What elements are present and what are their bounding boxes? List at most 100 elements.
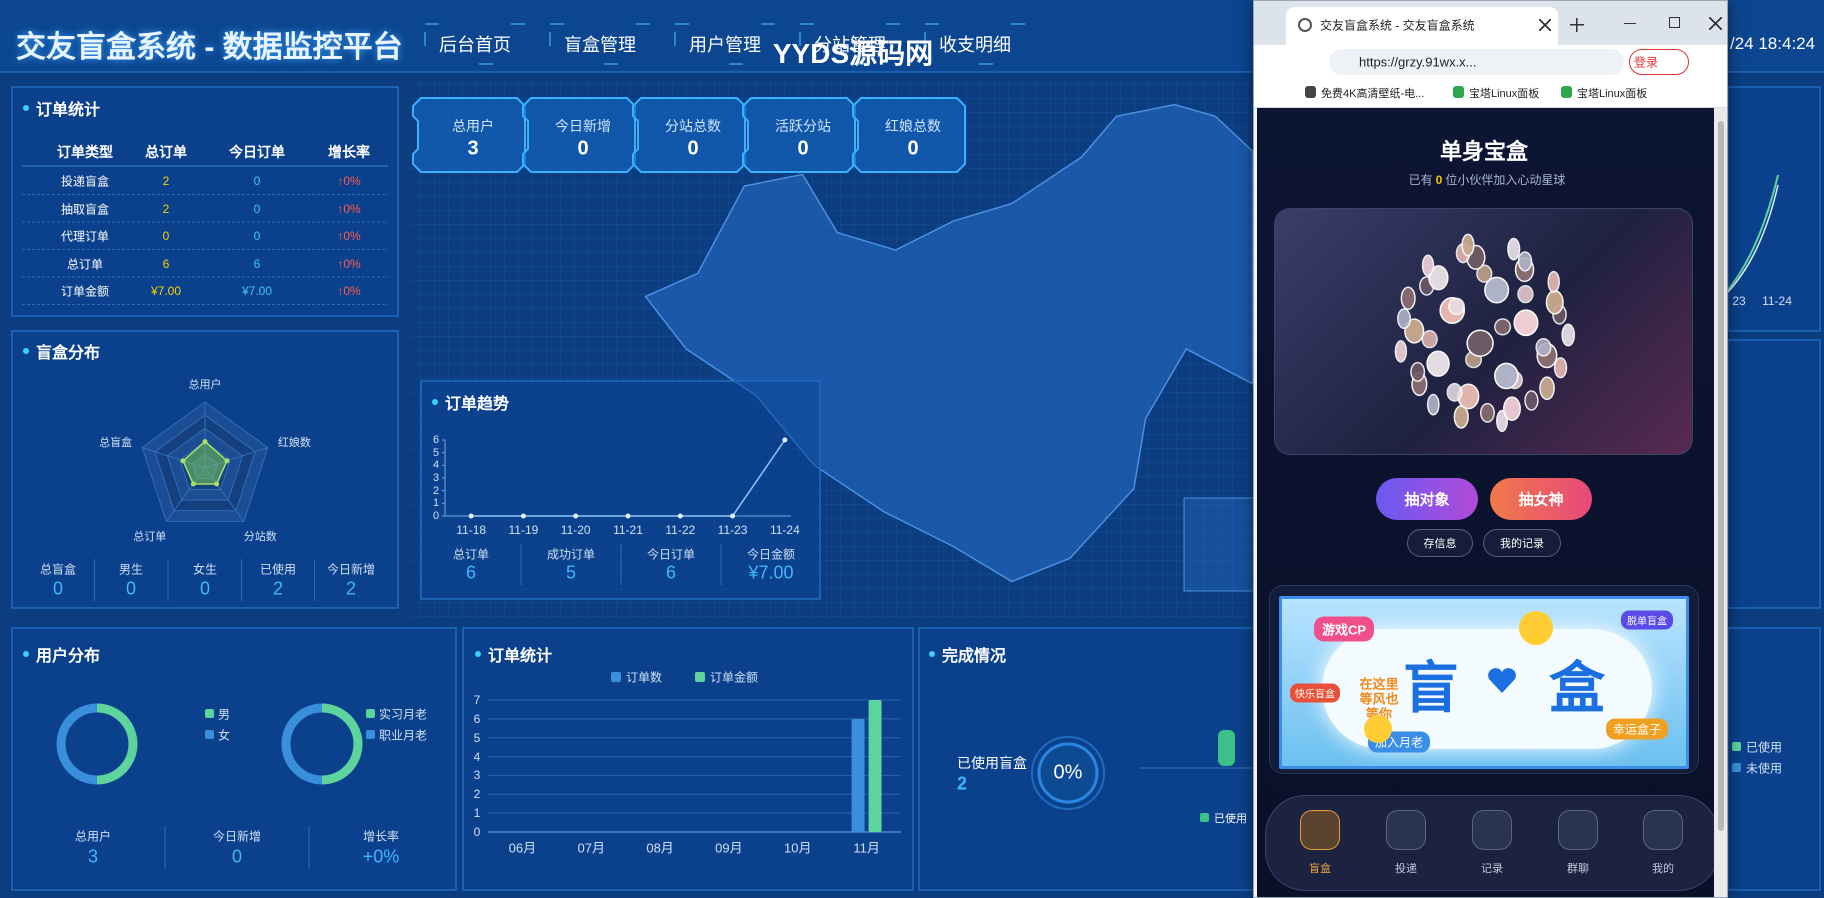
window-close[interactable]	[1709, 17, 1722, 30]
tab[interactable]	[1286, 7, 1558, 45]
avatar	[1513, 309, 1539, 337]
completion-value: 2	[957, 773, 968, 794]
avatar	[1397, 308, 1412, 330]
heart-shape	[1488, 668, 1516, 693]
url-box[interactable]	[1329, 49, 1624, 75]
stat-value: 6	[465, 562, 477, 583]
nav-icon[interactable]	[1472, 810, 1512, 850]
new-tab[interactable]	[1570, 18, 1584, 32]
panel-title: 完成情况	[942, 648, 1007, 665]
table-cell: 抽取盲盒	[60, 202, 110, 216]
avatar	[1484, 276, 1510, 304]
bookmark[interactable]: 宝塔Linux面板	[1469, 88, 1540, 100]
nav-icon[interactable]	[1643, 810, 1683, 850]
app-title: 单身宝盒	[1439, 139, 1529, 164]
stat-value: 2	[272, 578, 284, 599]
nav-frame	[424, 23, 526, 65]
tab-title[interactable]: 交友盲盒系统 - 交友盲盒系统	[1320, 18, 1475, 33]
radar-point	[214, 481, 220, 487]
y-tick-label: 1	[432, 497, 440, 510]
nav-item[interactable]: 后台首页	[439, 35, 511, 55]
table-cell: 6	[253, 256, 261, 271]
y-tick-label: 6	[473, 711, 481, 726]
stat-label: 总盲盒	[39, 562, 77, 577]
table-cell: 2	[162, 174, 170, 188]
x-tick-label: 23	[1732, 294, 1746, 308]
stat-label: 已使用	[259, 562, 297, 577]
stat-value: +0%	[362, 846, 400, 867]
legend-swatch	[366, 709, 375, 718]
nav-item[interactable]: 用户管理	[689, 35, 761, 55]
nav-item[interactable]: 收支明细	[939, 35, 1011, 55]
avatar	[1547, 270, 1560, 293]
legend-swatch	[1732, 742, 1741, 751]
table-header: 今日订单	[229, 144, 285, 160]
nav-label[interactable]: 盲盒	[1309, 863, 1331, 875]
bookmark[interactable]: 免费4K高清壁纸-电...	[1321, 88, 1425, 100]
stat-value: 6	[665, 562, 677, 583]
watermark: YYDS源码网	[772, 38, 934, 69]
url-text[interactable]: https://grzy.91wx.x...	[1359, 54, 1477, 70]
banner-tag: 脱单盲盒	[1621, 610, 1673, 630]
small-button-text[interactable]: 我的记录	[1500, 538, 1544, 550]
nav-label[interactable]: 记录	[1481, 863, 1503, 875]
x-tick-label: 11-24	[1762, 294, 1792, 308]
avatar	[1517, 284, 1534, 304]
kpi-label: 活跃分站	[775, 118, 831, 134]
app-subtitle: 已有 0 位小伙伴加入心动星球	[1392, 171, 1582, 189]
nav-icon[interactable]	[1300, 810, 1340, 850]
stat-label: 成功订单	[546, 547, 596, 562]
nav-icon[interactable]	[1386, 810, 1426, 850]
gauge-inner	[1037, 742, 1099, 804]
login-button[interactable]	[1629, 49, 1689, 75]
nav-label[interactable]: 投递	[1395, 863, 1417, 875]
stat-value: 0	[52, 578, 64, 599]
panel	[1727, 339, 1821, 609]
panel	[1727, 627, 1821, 891]
y-tick-label: 4	[432, 459, 440, 472]
legend-swatch	[205, 709, 214, 718]
login-text[interactable]: 登录	[1633, 55, 1659, 70]
nav-icon[interactable]	[1558, 810, 1598, 850]
partial-bar	[1218, 730, 1235, 766]
draw-button[interactable]	[1376, 478, 1478, 520]
avatar	[1524, 390, 1539, 411]
table-cell: 2	[162, 201, 170, 216]
stat-label: 女生	[192, 562, 218, 577]
avatar	[1517, 251, 1533, 272]
bookmark-icon	[1453, 86, 1464, 98]
panel-title: 订单趋势	[445, 396, 510, 413]
table-cell: ↑0%	[337, 201, 361, 216]
y-tick-label: 1	[473, 806, 481, 821]
legend-label: 女	[218, 728, 231, 743]
draw-button-text[interactable]: 抽对象	[1404, 491, 1450, 509]
kpi-label: 红娘总数	[885, 118, 941, 134]
small-button[interactable]	[1407, 529, 1473, 557]
maximize[interactable]	[1669, 17, 1680, 28]
nav-item[interactable]: 分站管理	[814, 35, 886, 55]
x-tick-label: 08月	[646, 840, 674, 856]
nav-label[interactable]: 我的	[1652, 863, 1674, 875]
table-cell: ↑0%	[337, 256, 361, 271]
x-tick-label: 07月	[577, 840, 605, 856]
emoji	[1364, 715, 1392, 743]
draw-button[interactable]	[1490, 478, 1592, 520]
x-tick-label: 11-18	[456, 523, 487, 537]
small-button-text[interactable]: 存信息	[1423, 538, 1457, 550]
banner[interactable]: 盲盒游戏CP 脱单盲盒 快乐盲盒 在这里等风也等你 加入月老 幸运盒子	[1279, 596, 1689, 769]
banner-slogan: 在这里等风也等你	[1359, 676, 1399, 722]
nav-label[interactable]: 群聊	[1567, 863, 1589, 875]
scroll-thumb[interactable]	[1718, 121, 1724, 831]
nav-frame	[674, 23, 776, 65]
avatar	[1476, 264, 1493, 283]
small-button[interactable]	[1483, 529, 1561, 557]
draw-button-text[interactable]: 抽女神	[1518, 491, 1564, 509]
bottom-nav: 盲盒 投递 记录 群聊 我的	[1265, 795, 1719, 891]
tab-close[interactable]	[1539, 19, 1551, 31]
minimize[interactable]	[1624, 23, 1636, 24]
legend-label: 实习月老	[379, 707, 428, 722]
nav-item[interactable]: 盲盒管理	[564, 35, 636, 55]
bookmark[interactable]: 宝塔Linux面板	[1577, 88, 1648, 100]
y-tick-label: 4	[473, 749, 481, 764]
